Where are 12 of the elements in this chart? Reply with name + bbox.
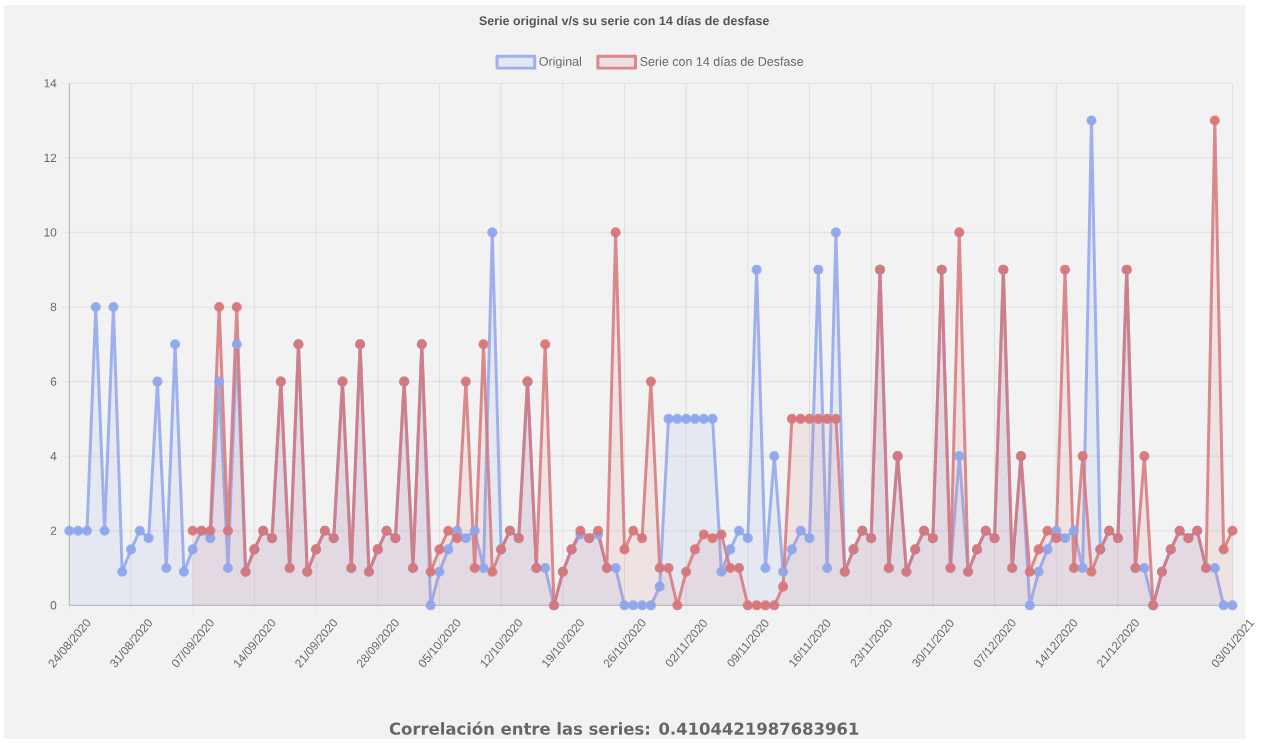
y-tick-label: 0 bbox=[50, 601, 57, 610]
text: Correlación entre las series: 0.4104421987683961 bbox=[389, 721, 859, 735]
y-tick-label: 2 bbox=[50, 526, 57, 535]
y-tick-label: 4 bbox=[50, 452, 57, 461]
chart-title: Serie original v/s su serie con 14 días de desfase bbox=[479, 15, 769, 28]
y-tick-label: 12 bbox=[44, 153, 57, 162]
y-tick-label: 10 bbox=[44, 228, 57, 237]
legend-label: Serie con 14 días de Desfase bbox=[640, 56, 804, 66]
y-tick-label: 8 bbox=[50, 302, 57, 312]
y-tick-label: 6 bbox=[50, 377, 57, 386]
legend-label: Original bbox=[539, 56, 582, 69]
y-tick-label: 14 bbox=[44, 79, 57, 88]
